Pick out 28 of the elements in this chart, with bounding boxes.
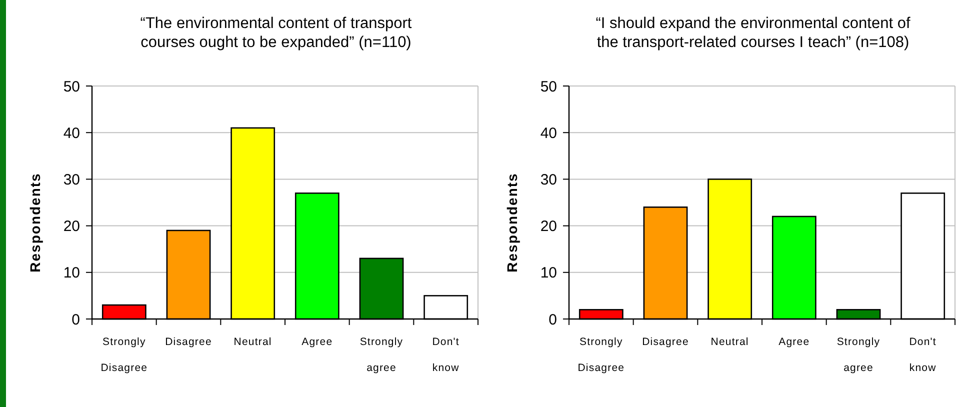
- y-axis-title: Respondents: [27, 172, 43, 272]
- category-label: Strongly agree: [836, 336, 880, 374]
- y-tick-label: 30: [63, 171, 80, 188]
- x-tick-label: Disagree: [642, 336, 689, 348]
- y-tick-label: 50: [540, 78, 557, 96]
- y-tick-label: 30: [540, 171, 557, 188]
- chart-title: “The environmental content of transport courses ought to be expanded” (n=110): [140, 15, 412, 51]
- category-label: Don't know: [432, 336, 460, 374]
- y-tick-label: 20: [540, 218, 557, 236]
- y-axis-title: Respondents: [504, 172, 520, 272]
- y-tick-label: 40: [540, 124, 557, 142]
- category-label: Don't know: [909, 336, 936, 374]
- category-label: Strongly Disagree: [578, 336, 625, 374]
- x-tick-label: Agree: [778, 336, 810, 348]
- y-tick-label: 50: [63, 78, 80, 96]
- x-tick-label: Neutral: [234, 336, 272, 348]
- y-tick-label: 10: [63, 264, 80, 282]
- y-tick-label: 40: [63, 124, 80, 142]
- x-tick-label: Agree: [302, 336, 333, 348]
- x-tick-label: Neutral: [710, 336, 749, 348]
- y-tick-label: 0: [72, 311, 80, 328]
- y-tick-label: 10: [540, 264, 557, 282]
- chart-title: “I should expand the environmental content of the transport-related courses I teach” (n=108): [596, 15, 911, 51]
- y-tick-label: 20: [63, 218, 80, 236]
- y-tick-label: 0: [548, 311, 557, 328]
- category-label: Strongly Disagree: [100, 336, 148, 374]
- category-label: Strongly agree: [360, 336, 404, 374]
- x-tick-label: Disagree: [165, 336, 212, 348]
